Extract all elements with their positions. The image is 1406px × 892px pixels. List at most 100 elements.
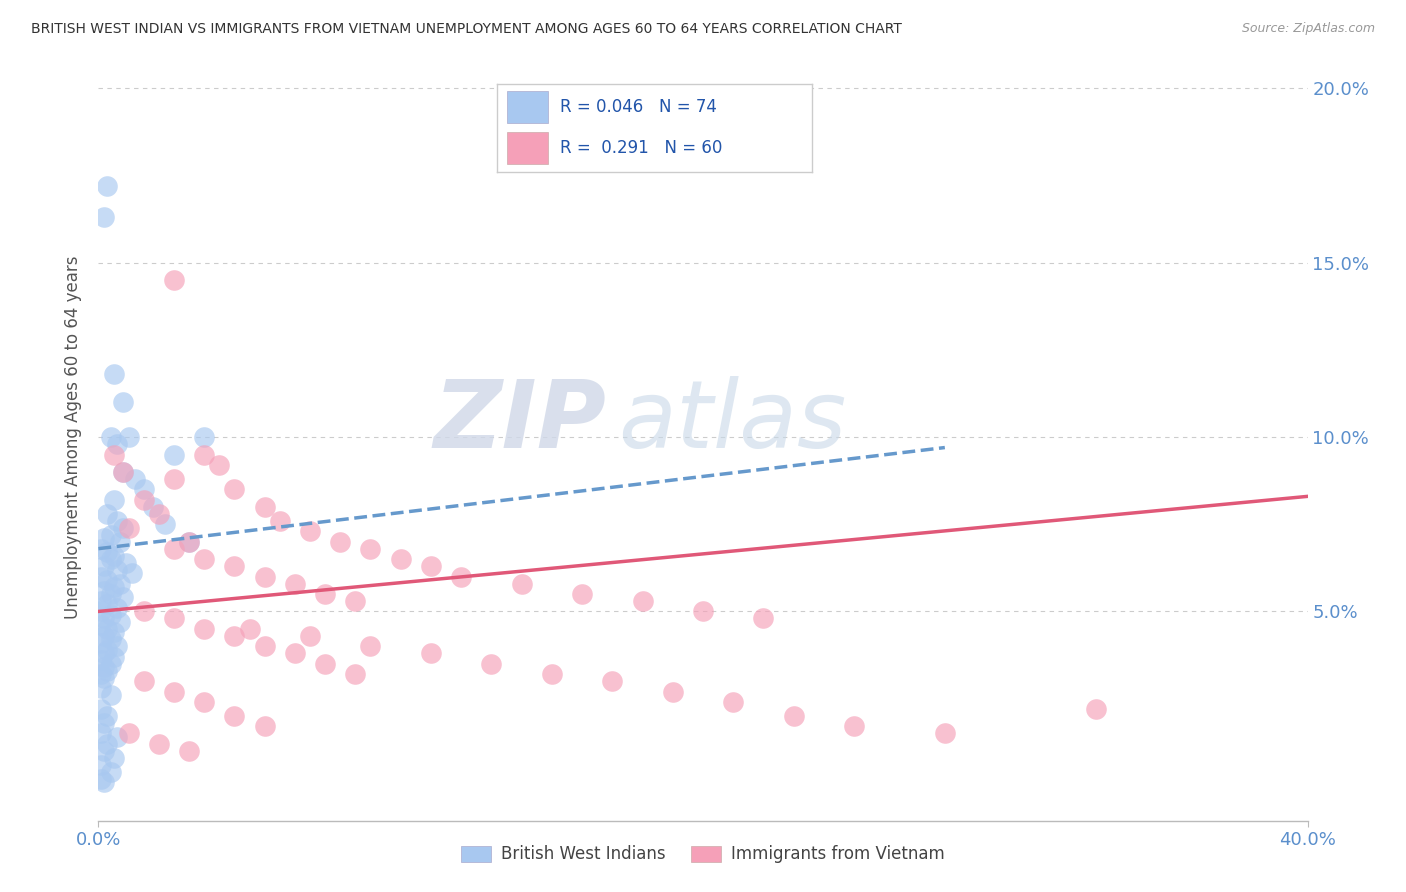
Point — [96, 737, 118, 751]
Y-axis label: Unemployment Among Ages 60 to 64 years: Unemployment Among Ages 60 to 64 years — [65, 255, 83, 619]
Point — [481, 657, 503, 671]
Point — [90, 594, 112, 608]
Point — [132, 483, 155, 497]
Point — [90, 569, 112, 583]
Point — [90, 681, 112, 695]
Point — [148, 507, 170, 521]
Point — [692, 604, 714, 618]
Point — [193, 695, 215, 709]
Point — [103, 649, 125, 664]
Point — [96, 598, 118, 612]
Point — [96, 179, 118, 194]
Point — [193, 622, 215, 636]
Point — [90, 667, 112, 681]
Point — [103, 368, 125, 382]
Point — [934, 726, 956, 740]
Point — [105, 437, 128, 451]
Point — [103, 549, 125, 563]
Point — [93, 531, 115, 545]
Point — [253, 569, 276, 583]
Point — [93, 744, 115, 758]
Point — [314, 657, 336, 671]
Point — [360, 640, 382, 654]
Point — [253, 719, 276, 733]
Point — [96, 642, 118, 657]
Point — [105, 601, 128, 615]
Point — [163, 448, 186, 462]
Point — [344, 594, 367, 608]
Point — [108, 534, 131, 549]
Point — [132, 674, 155, 689]
Point — [100, 657, 122, 671]
Point — [100, 764, 122, 779]
Point — [111, 521, 134, 535]
Point — [148, 737, 170, 751]
Point — [118, 726, 141, 740]
Point — [96, 709, 118, 723]
Point — [163, 611, 186, 625]
Point — [90, 653, 112, 667]
Point — [103, 492, 125, 507]
Point — [344, 667, 367, 681]
Point — [299, 524, 322, 539]
Point — [153, 517, 176, 532]
Point — [118, 521, 141, 535]
Point — [193, 430, 215, 444]
Point — [224, 559, 246, 574]
Point — [360, 541, 382, 556]
Point — [90, 726, 112, 740]
Text: ZIP: ZIP — [433, 376, 606, 467]
Point — [124, 472, 146, 486]
Point — [93, 629, 115, 643]
Point — [193, 448, 215, 462]
Point — [284, 576, 307, 591]
Point — [100, 527, 122, 541]
Point — [163, 273, 186, 287]
Text: Source: ZipAtlas.com: Source: ZipAtlas.com — [1241, 22, 1375, 36]
Point — [132, 492, 155, 507]
Point — [314, 587, 336, 601]
Point — [90, 772, 112, 786]
Point — [105, 563, 128, 577]
Point — [103, 625, 125, 640]
Point — [420, 559, 443, 574]
Point — [103, 751, 125, 765]
Point — [121, 566, 143, 580]
Point — [253, 500, 276, 514]
Point — [179, 534, 201, 549]
Point — [783, 709, 806, 723]
Point — [90, 541, 112, 556]
Point — [100, 552, 122, 566]
Point — [90, 702, 112, 716]
Point — [540, 667, 562, 681]
Point — [111, 465, 134, 479]
Point — [100, 688, 122, 702]
Point — [100, 607, 122, 622]
Point — [111, 465, 134, 479]
Point — [96, 573, 118, 587]
Point — [179, 534, 201, 549]
Point — [90, 757, 112, 772]
Point — [253, 640, 276, 654]
Point — [103, 580, 125, 594]
Point — [100, 587, 122, 601]
Point — [103, 448, 125, 462]
Point — [105, 514, 128, 528]
Point — [389, 552, 412, 566]
Point — [142, 500, 165, 514]
Point — [571, 587, 593, 601]
Point — [105, 730, 128, 744]
Point — [844, 719, 866, 733]
Point — [661, 684, 683, 698]
Point — [93, 646, 115, 660]
Point — [163, 684, 186, 698]
Point — [269, 514, 291, 528]
Point — [108, 576, 131, 591]
Point — [163, 541, 186, 556]
Point — [224, 629, 246, 643]
Point — [90, 636, 112, 650]
Point — [602, 674, 624, 689]
Point — [329, 534, 352, 549]
Point — [100, 430, 122, 444]
Point — [93, 716, 115, 731]
